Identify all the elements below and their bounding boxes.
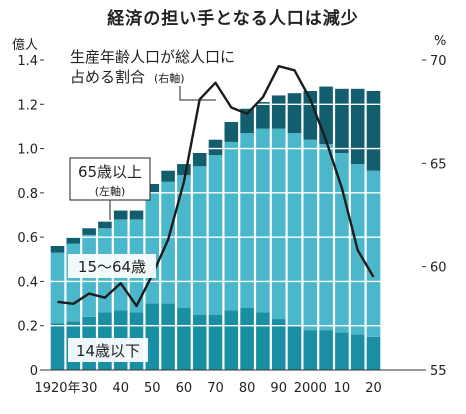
x-tick-label: 10 [334, 381, 351, 396]
bar-under15 [303, 330, 318, 370]
over65-axis-label: (左軸) [95, 184, 126, 198]
right-tick-label: 70 [430, 54, 447, 69]
bar-under15 [256, 312, 270, 370]
bar-working [256, 128, 270, 313]
bar-working [366, 170, 381, 337]
bar-working [240, 133, 254, 308]
left-tick-label: 0.4 [17, 275, 38, 290]
bar-working [271, 128, 286, 320]
x-tick-label: 80 [239, 381, 256, 396]
bar-over65 [350, 88, 365, 165]
bar-under15 [271, 319, 286, 370]
left-tick-label: 1.4 [17, 54, 38, 69]
bar-working [177, 175, 191, 308]
x-tick-label: 50 [144, 381, 161, 396]
over65-label: 65歳以上 [78, 163, 142, 181]
bar-working [224, 141, 239, 311]
bar-over65 [66, 237, 81, 244]
bar-over65 [319, 86, 333, 145]
bar-working [287, 133, 302, 326]
bar-over65 [224, 122, 239, 142]
x-tick-label: 30 [81, 381, 98, 396]
left-tick-label: 1.0 [17, 143, 38, 158]
bar-over65 [240, 108, 254, 134]
x-tick-label: 60 [176, 381, 193, 396]
ratio-label-leader [179, 86, 216, 101]
bar-over65 [82, 228, 96, 235]
under15-label-box [68, 338, 148, 362]
bar-under15 [161, 303, 175, 370]
bar-over65 [129, 210, 144, 220]
right-tick-label: 60 [430, 261, 447, 276]
bar-under15 [319, 330, 333, 370]
bar-under15 [50, 323, 65, 370]
ratio-label-line2: 占める割合 [70, 68, 145, 86]
x-tick-label: 1920年 [34, 381, 80, 396]
bar-over65 [98, 221, 112, 229]
bar-working [303, 139, 318, 331]
ratio-label-line1: 生産年齢人口が総人口に [70, 48, 235, 66]
x-tick-label: 20 [365, 381, 382, 396]
bar-working [208, 155, 223, 315]
working-label-box [68, 254, 156, 278]
bar-over65 [303, 91, 318, 140]
left-tick-label: 1.2 [17, 98, 38, 113]
left-tick-label: 0.6 [17, 231, 38, 246]
left-tick-label: 0.2 [17, 320, 38, 335]
bar-over65 [208, 139, 223, 156]
right-tick-label: 55 [430, 364, 447, 379]
bar-over65 [335, 88, 349, 153]
bar-over65 [287, 93, 302, 134]
bar-over65 [256, 102, 270, 129]
right-axis-unit: % [434, 34, 447, 49]
bar-over65 [145, 184, 160, 193]
bar-under15 [335, 332, 349, 370]
ratio-label-axis: (右軸) [154, 71, 185, 85]
bar-over65 [271, 95, 286, 129]
ratio-line [57, 64, 375, 308]
bar-under15 [177, 308, 191, 370]
bar-working [145, 192, 160, 304]
bar-working [50, 252, 65, 324]
x-tick-label: 40 [112, 381, 129, 396]
x-tick-label: 2000 [294, 381, 327, 396]
bar-under15 [224, 310, 239, 370]
bar-under15 [208, 314, 223, 370]
bar-under15 [192, 314, 207, 370]
left-axis-unit: 億人 [12, 38, 39, 53]
bar-under15 [145, 303, 160, 370]
bar-working [192, 166, 207, 315]
chart-title: 経済の担い手となる人口は減少 [107, 9, 359, 29]
left-tick-label: 0.8 [17, 187, 38, 202]
bar-over65 [113, 210, 128, 220]
under15-label: 14歳以下 [76, 342, 140, 360]
over65-label-box [69, 157, 151, 201]
bar-under15 [350, 334, 365, 370]
bar-over65 [366, 91, 381, 171]
bar-over65 [161, 170, 175, 182]
bar-over65 [177, 164, 191, 176]
working-label: 15〜64歳 [78, 258, 146, 276]
x-tick-label: 70 [207, 381, 224, 396]
bar-working [335, 153, 349, 333]
x-tick-label: 90 [270, 381, 287, 396]
bar-under15 [366, 336, 381, 370]
bar-over65 [192, 153, 207, 167]
bar-over65 [50, 246, 65, 253]
right-tick-label: 65 [430, 157, 447, 172]
bar-under15 [240, 308, 254, 370]
left-tick-label: 0 [30, 364, 38, 379]
bar-under15 [287, 325, 302, 370]
